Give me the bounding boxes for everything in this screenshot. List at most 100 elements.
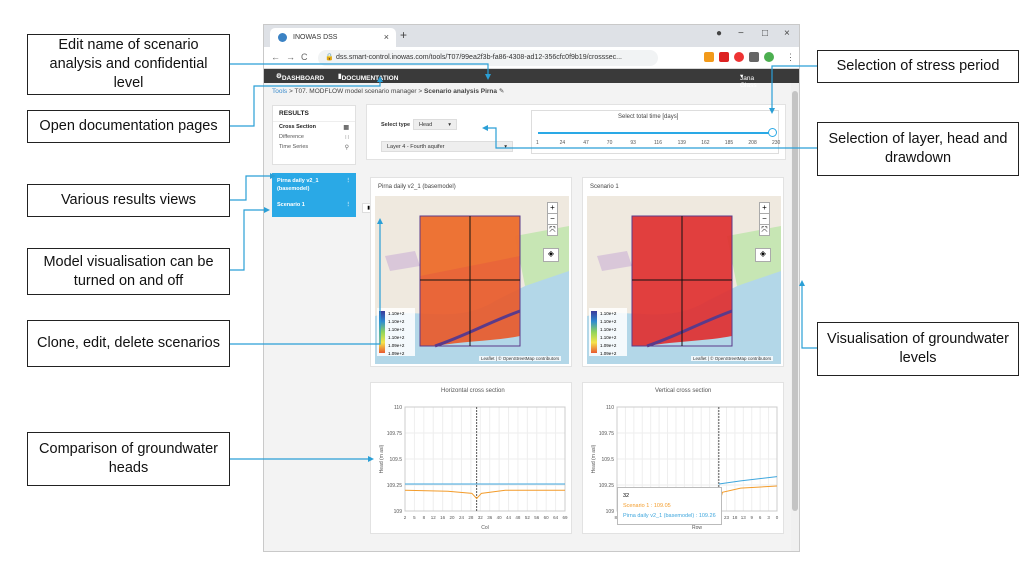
- results-item-cross-section[interactable]: Cross Section ▦: [273, 122, 355, 132]
- record-icon: ●: [716, 28, 723, 39]
- scenario-menu-icon[interactable]: ⋮: [345, 202, 352, 208]
- x-tick-label: 0: [776, 515, 779, 520]
- legend-colorbar: [379, 311, 385, 353]
- map-legend: 1.10e+2 1.10e+2 1.10e+2 1.10e+2 1.09e+2 1.09e…: [377, 308, 415, 356]
- slider-tick: 70: [606, 140, 613, 146]
- x-tick-label: 23: [724, 515, 730, 520]
- chart-right-title: Vertical cross section: [655, 388, 712, 394]
- legend-label: 1.10e+2: [388, 327, 405, 332]
- browser-tab[interactable]: INOWAS DSS ×: [270, 28, 396, 47]
- x-tick-label: 6: [759, 515, 762, 520]
- x-tick-label: 52: [525, 515, 531, 520]
- results-card: RESULTS Cross Section ▦ Difference ∷ Time …: [272, 105, 356, 165]
- callout-edit-name: Edit name of scenario analysis and confi…: [27, 34, 230, 95]
- y-tick-label: 109: [606, 509, 615, 515]
- user-menu[interactable]: Jana Glass ▾: [740, 73, 757, 89]
- y-tick-label: 109.5: [601, 457, 614, 463]
- x-tick-label: 3: [767, 515, 770, 520]
- results-item-difference[interactable]: Difference ∷: [273, 132, 355, 142]
- extensions-puzzle-icon[interactable]: [749, 52, 759, 62]
- menu-kebab-icon[interactable]: ⋮: [786, 52, 795, 62]
- controls-panel: Select type Head ▾ Layer 4 - Fourth aqui…: [366, 104, 786, 160]
- app-navbar: ⚙ DASHBOARD ▮ DOCUMENTATION Jana Glass ▾: [264, 69, 799, 89]
- documentation-link[interactable]: ▮ DOCUMENTATION: [338, 73, 399, 82]
- dashboard-link[interactable]: ⚙ DASHBOARD: [276, 73, 325, 82]
- slider-track[interactable]: [538, 132, 774, 134]
- legend-label: 1.09e+2: [600, 343, 617, 348]
- callout-clone-edit: Clone, edit, delete scenarios: [27, 320, 230, 367]
- legend-label: 1.09e+2: [388, 351, 405, 356]
- horizontal-cross-section-chart[interactable]: 2 5 8 12 16 20 24 28 32 36 40 44 48 52 56 60 64 69 110 109.…: [371, 397, 573, 533]
- tooltip-basemodel: Pirna daily v2_1 (basemodel) : 109.26: [623, 513, 716, 519]
- slider-tick: 162: [701, 140, 710, 146]
- breadcrumb-sep: >: [418, 88, 423, 95]
- new-tab-button[interactable]: +: [400, 28, 408, 42]
- type-select-value: Head: [419, 122, 433, 128]
- extension-pdf-icon[interactable]: [719, 52, 729, 62]
- callout-results-views: Various results views: [27, 184, 230, 217]
- maximize-button[interactable]: □: [762, 28, 769, 39]
- extension-opera-icon[interactable]: [734, 52, 744, 62]
- chart-left-title: Horizontal cross section: [441, 388, 505, 394]
- results-item-label: Time Series: [279, 144, 309, 150]
- type-select[interactable]: Head ▾: [413, 119, 457, 130]
- profile-avatar[interactable]: [764, 52, 774, 62]
- map-attribution: Leaflet | © OpenStreetMap contributors: [479, 356, 562, 361]
- scenario-label: Pirna daily v2_1 (basemodel): [277, 178, 319, 192]
- fullscreen-button[interactable]: ⤧: [759, 224, 770, 236]
- tab-title: INOWAS DSS: [293, 34, 338, 41]
- reload-icon[interactable]: C: [301, 52, 308, 62]
- select-type-label: Select type: [381, 122, 411, 128]
- y-tick-label: 109.75: [599, 431, 615, 437]
- scenario-label: Scenario 1: [277, 202, 305, 208]
- close-tab-icon[interactable]: ×: [383, 32, 389, 42]
- x-tick-label: 44: [506, 515, 512, 520]
- scenario-item-1[interactable]: Scenario 1 ⋮: [272, 197, 356, 217]
- minimize-button[interactable]: −: [738, 28, 744, 39]
- slider-handle[interactable]: [768, 128, 777, 137]
- legend-label: 1.10e+2: [600, 335, 617, 340]
- dashboard-label: DASHBOARD: [281, 75, 325, 82]
- time-slider-box: Select total time [days] 1 24 47 70 93 116 139…: [531, 110, 780, 154]
- layers-toggle-icon[interactable]: ◈: [543, 248, 559, 262]
- connector-model-vis: [230, 209, 266, 271]
- slider-tick: 93: [630, 140, 636, 146]
- scenario-menu-icon[interactable]: ⋮: [345, 178, 352, 184]
- slider-tick: 1: [536, 140, 539, 146]
- series-line: [404, 489, 565, 500]
- legend-label: 1.09e+2: [600, 351, 617, 356]
- forward-icon[interactable]: →: [286, 52, 295, 62]
- breadcrumb: Tools > T07. MODFLOW model scenario mana…: [272, 87, 504, 95]
- edit-pencil-icon[interactable]: ✎: [498, 88, 505, 95]
- y-tick-label: 110: [606, 405, 614, 411]
- table-icon: ▦: [343, 125, 349, 131]
- x-tick-label: 48: [515, 515, 521, 520]
- extension-h-icon[interactable]: [704, 52, 714, 62]
- url-field[interactable]: 🔒 dss.smart-control.inowas.com/tools/T07…: [318, 50, 658, 66]
- breadcrumb-tools[interactable]: Tools: [272, 88, 288, 95]
- x-tick-label: 60: [544, 515, 550, 520]
- layer-select-value: Layer 4 - Fourth aquifer: [387, 144, 445, 150]
- page-scrollbar[interactable]: [791, 83, 799, 551]
- back-icon[interactable]: ←: [271, 52, 280, 62]
- user-name: Jana Glass: [740, 75, 757, 89]
- close-window-button[interactable]: ×: [784, 28, 790, 39]
- fullscreen-button[interactable]: ⤧: [547, 224, 558, 236]
- clone-icon[interactable]: ▮: [367, 205, 370, 211]
- results-item-time-series[interactable]: Time Series ⚲: [273, 142, 355, 152]
- breadcrumb-sep: >: [289, 88, 293, 95]
- x-tick-label: 18: [732, 515, 738, 520]
- chart-panel-right: Vertical cross section 88837873686358534…: [582, 382, 784, 534]
- layers-toggle-icon[interactable]: ◈: [755, 248, 771, 262]
- y-tick-label: 109.25: [599, 483, 615, 489]
- legend-label: 1.10e+2: [600, 311, 617, 316]
- legend-label: 1.10e+2: [600, 327, 617, 332]
- map-panel-right: Scenario 1 + − ⤧ ◈ 1.10e+2 1.10e+2 1.10e+2…: [582, 177, 784, 367]
- scrollbar-thumb[interactable]: [792, 91, 798, 511]
- breadcrumb-t07[interactable]: T07. MODFLOW model scenario manager: [294, 88, 417, 95]
- layer-select[interactable]: Layer 4 - Fourth aquifer ▾: [381, 141, 513, 152]
- legend-label: 1.10e+2: [388, 319, 405, 324]
- y-tick-label: 109.25: [387, 483, 403, 489]
- plot-frame: [404, 406, 566, 512]
- x-tick-label: 64: [553, 515, 559, 520]
